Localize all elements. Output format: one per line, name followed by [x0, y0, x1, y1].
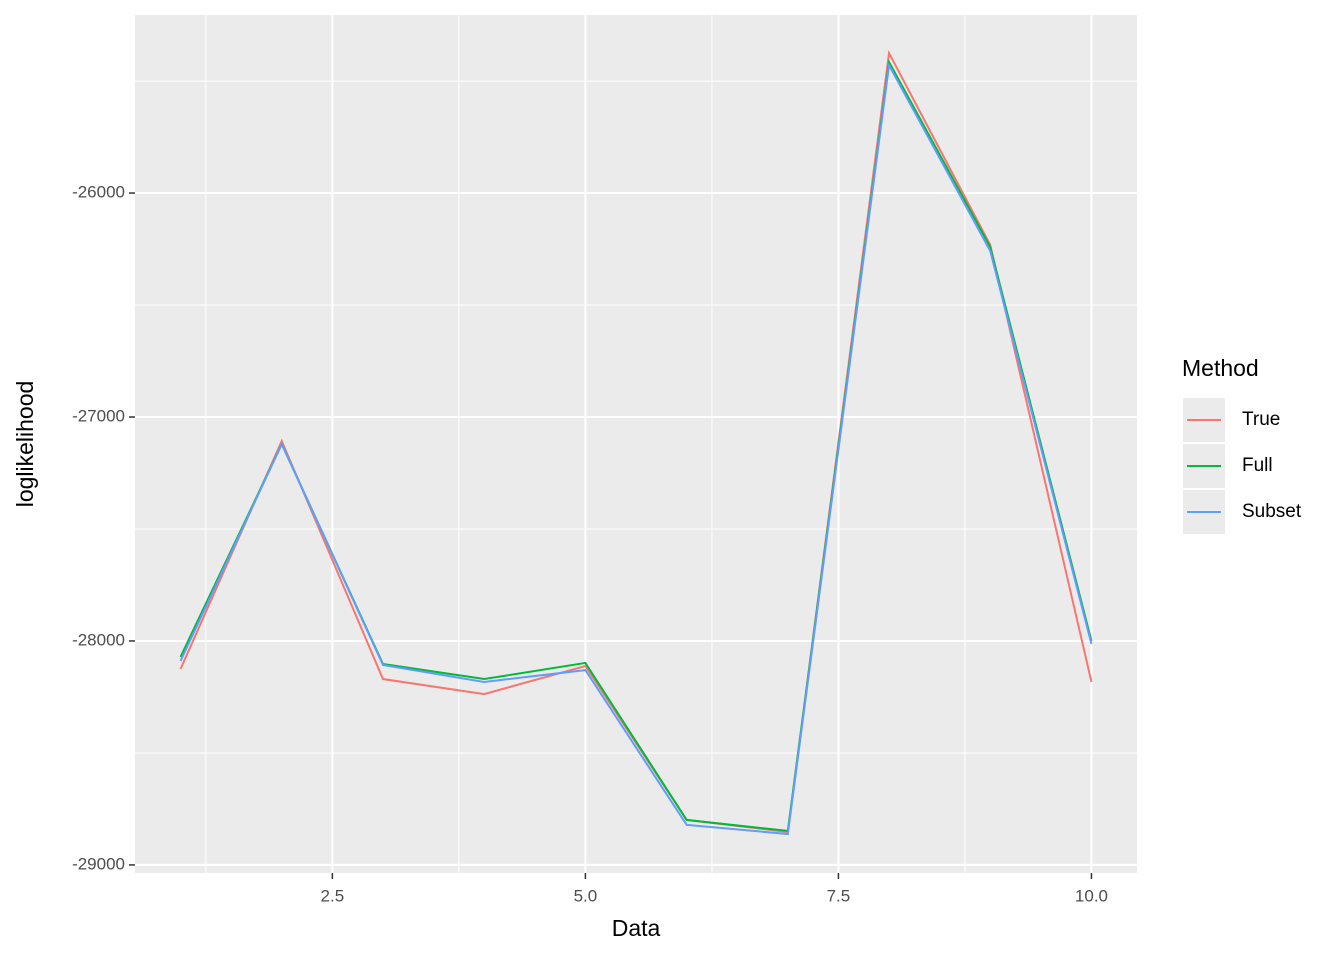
x-tick-label: 5.0 — [574, 886, 598, 905]
x-tick-label: 10.0 — [1075, 886, 1108, 905]
legend-label: True — [1242, 409, 1280, 430]
y-tick-label: -28000 — [72, 630, 125, 649]
y-tick-label: -27000 — [72, 406, 125, 425]
y-tick-label: -29000 — [72, 854, 125, 873]
x-tick-label: 7.5 — [827, 886, 851, 905]
x-tick-label: 2.5 — [321, 886, 345, 905]
legend-title: Method — [1182, 355, 1259, 381]
x-axis-title: Data — [612, 915, 661, 941]
line-series — [179, 61, 1093, 836]
legend-label: Subset — [1242, 501, 1302, 522]
legend-label: Full — [1242, 455, 1273, 476]
plot-panel — [135, 15, 1137, 873]
y-tick-label: -26000 — [72, 183, 125, 202]
y-axis-title: loglikelihood — [12, 381, 38, 508]
